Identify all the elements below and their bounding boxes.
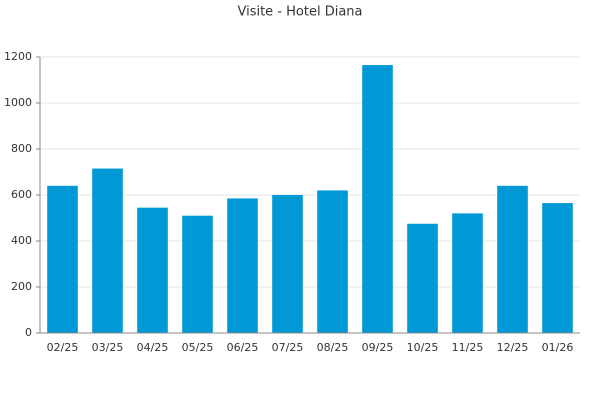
x-tick-label: 05/25	[182, 341, 214, 354]
y-tick-label: 1200	[4, 50, 32, 63]
x-tick-label: 11/25	[452, 341, 484, 354]
y-tick-label: 400	[11, 234, 32, 247]
bar	[137, 207, 168, 333]
bar	[272, 195, 303, 333]
bar	[47, 185, 78, 333]
bar	[362, 65, 393, 334]
bar	[497, 185, 528, 333]
y-tick-label: 600	[11, 188, 32, 201]
bar	[452, 213, 483, 333]
bar	[227, 198, 258, 333]
x-tick-label: 10/25	[407, 341, 439, 354]
y-tick-label: 200	[11, 280, 32, 293]
bar	[317, 190, 348, 333]
x-tick-label: 02/25	[47, 341, 79, 354]
bar	[182, 215, 213, 333]
bar	[92, 168, 123, 333]
y-tick-label: 800	[11, 142, 32, 155]
x-tick-label: 01/26	[542, 341, 574, 354]
x-tick-label: 09/25	[362, 341, 394, 354]
x-tick-label: 08/25	[317, 341, 349, 354]
chart-title: Visite - Hotel Diana	[237, 5, 362, 20]
bar	[407, 223, 438, 333]
x-tick-label: 04/25	[137, 341, 169, 354]
y-tick-label: 0	[25, 326, 32, 339]
y-tick-label: 1000	[4, 96, 32, 109]
x-tick-label: 03/25	[92, 341, 124, 354]
x-tick-label: 07/25	[272, 341, 304, 354]
bar	[542, 203, 573, 333]
x-tick-label: 12/25	[497, 341, 529, 354]
x-tick-label: 06/25	[227, 341, 259, 354]
